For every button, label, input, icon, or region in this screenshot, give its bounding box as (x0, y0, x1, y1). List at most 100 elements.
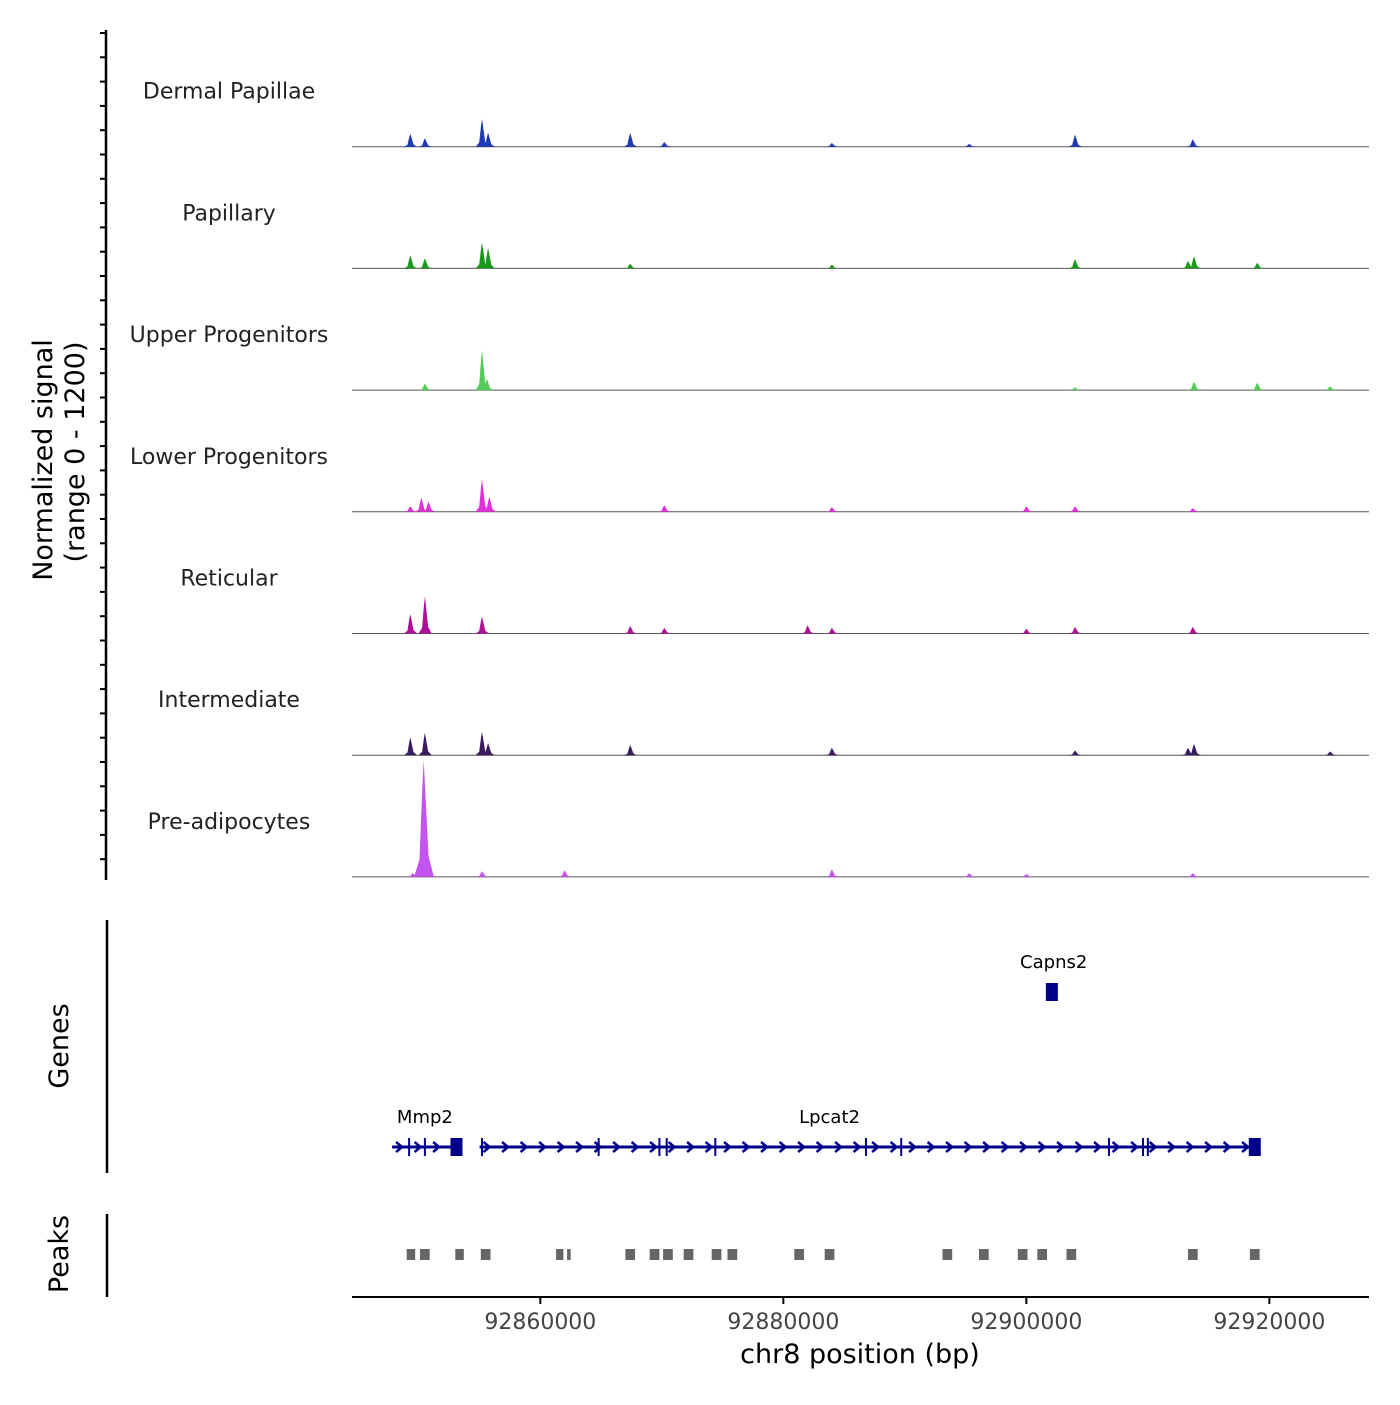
coverage-peak (623, 626, 637, 634)
strand-arrow (963, 1141, 973, 1153)
strand-arrow (778, 1141, 788, 1153)
x-axis-ticks: 92860000 92880000 92900000 92920000 (484, 1297, 1325, 1335)
x-tick-label: 92880000 (727, 1310, 839, 1335)
coverage-peak (962, 143, 976, 147)
strand-arrow (1000, 1141, 1010, 1153)
strand-arrow (612, 1141, 622, 1153)
coverage-peak (1186, 873, 1200, 877)
coverage-peak (623, 745, 637, 756)
peak-region (727, 1249, 738, 1260)
x-axis-label: chr8 position (bp) (740, 1339, 980, 1370)
strand-arrow (741, 1141, 751, 1153)
coverage-peak (418, 596, 432, 634)
coverage-peak (406, 873, 420, 877)
peak-region (1066, 1249, 1077, 1260)
coverage-peak (1068, 506, 1082, 512)
x-tick-label: 92860000 (484, 1310, 596, 1335)
gene-label: Capns2 (1020, 952, 1087, 973)
peak-region (420, 1249, 430, 1260)
peak-region (683, 1249, 694, 1260)
strand-arrow (432, 1141, 442, 1153)
coverage-peak (475, 118, 489, 147)
coverage-peak (480, 378, 494, 391)
peak-region (455, 1249, 464, 1260)
strand-arrow (519, 1141, 529, 1153)
coverage-peak (1250, 262, 1264, 269)
gene-capns2: Capns2 (1020, 952, 1087, 1001)
coverage-peak (475, 479, 489, 512)
coverage-peak (403, 506, 418, 512)
strand-arrow (871, 1141, 881, 1153)
coverage-peak (475, 731, 489, 756)
track-dermal-papillae: Dermal Papillae (143, 80, 1369, 148)
peak-region (1017, 1249, 1028, 1260)
track-label: Dermal Papillae (143, 80, 315, 105)
strand-arrow (723, 1141, 733, 1153)
peak-region (794, 1249, 804, 1260)
x-tick-label: 92900000 (970, 1310, 1082, 1335)
track-papillary: Papillary (182, 201, 1369, 269)
coverage-tracks: Dermal Papillae Papillary Upper Progenitor… (130, 80, 1369, 878)
coverage-peak (1068, 259, 1082, 269)
track-reticular: Reticular (180, 567, 1369, 634)
peak-region (1188, 1249, 1198, 1260)
strand-arrow (501, 1141, 511, 1153)
strand-arrow (945, 1141, 955, 1153)
coverage-peak (1068, 627, 1082, 634)
coverage-peak (403, 255, 418, 269)
strand-arrow (649, 1141, 659, 1153)
strand-arrow (538, 1141, 548, 1153)
strand-arrow (1074, 1141, 1084, 1153)
coverage-peak (657, 627, 672, 634)
peak-region (942, 1249, 953, 1260)
gene-mmp2: Mmp2 (392, 1107, 463, 1156)
coverage-peak (1187, 381, 1201, 391)
strand-arrow (889, 1141, 899, 1153)
coverage-y-axis (100, 30, 108, 880)
strand-arrow (1037, 1141, 1047, 1153)
strand-arrow (1185, 1141, 1195, 1153)
coverage-peak (801, 625, 815, 634)
coverage-peak (475, 350, 489, 391)
strand-arrow (852, 1141, 862, 1153)
coverage-peak (623, 132, 637, 147)
coverage-peak (1020, 874, 1034, 877)
coverage-peak (1068, 387, 1082, 391)
strand-arrow (815, 1141, 825, 1153)
strand-arrow (926, 1141, 936, 1153)
peak-region (406, 1249, 416, 1260)
peak-region (1037, 1249, 1047, 1260)
coverage-peak (475, 242, 489, 269)
track-intermediate: Intermediate (158, 688, 1369, 756)
x-tick-label: 92920000 (1213, 1310, 1325, 1335)
coverage-peak (418, 258, 432, 269)
strand-arrow (704, 1141, 714, 1153)
y-axis-label-line1: Normalized signal (28, 339, 59, 581)
coverage-peak (1068, 750, 1082, 756)
peak-region (480, 1249, 491, 1260)
coverage-peak (1323, 751, 1337, 756)
coverage-peak (1250, 382, 1264, 391)
peak-regions (406, 1249, 1260, 1260)
track-pre-adipocytes: Pre-adipocytes (148, 760, 1369, 878)
gene-label: Lpcat2 (799, 1107, 860, 1128)
coverage-peak (475, 871, 489, 877)
strand-arrow (1222, 1141, 1232, 1153)
strand-arrow (1241, 1141, 1251, 1153)
coverage-peak (475, 616, 489, 634)
coverage-peak (482, 496, 497, 512)
strand-arrow (556, 1141, 566, 1153)
strand-arrow (1148, 1141, 1158, 1153)
gene-label: Mmp2 (397, 1107, 453, 1128)
strand-arrow (908, 1141, 918, 1153)
gene-lpcat2: Lpcat2 (479, 1107, 1261, 1156)
coverage-peak (1181, 261, 1195, 269)
strand-arrow (982, 1141, 992, 1153)
coverage-peak (825, 143, 839, 147)
coverage-peak (414, 497, 429, 512)
coverage-peak (1323, 386, 1337, 391)
coverage-peak (1181, 747, 1195, 756)
strand-arrow (667, 1141, 677, 1153)
coverage-peak (1186, 508, 1200, 512)
